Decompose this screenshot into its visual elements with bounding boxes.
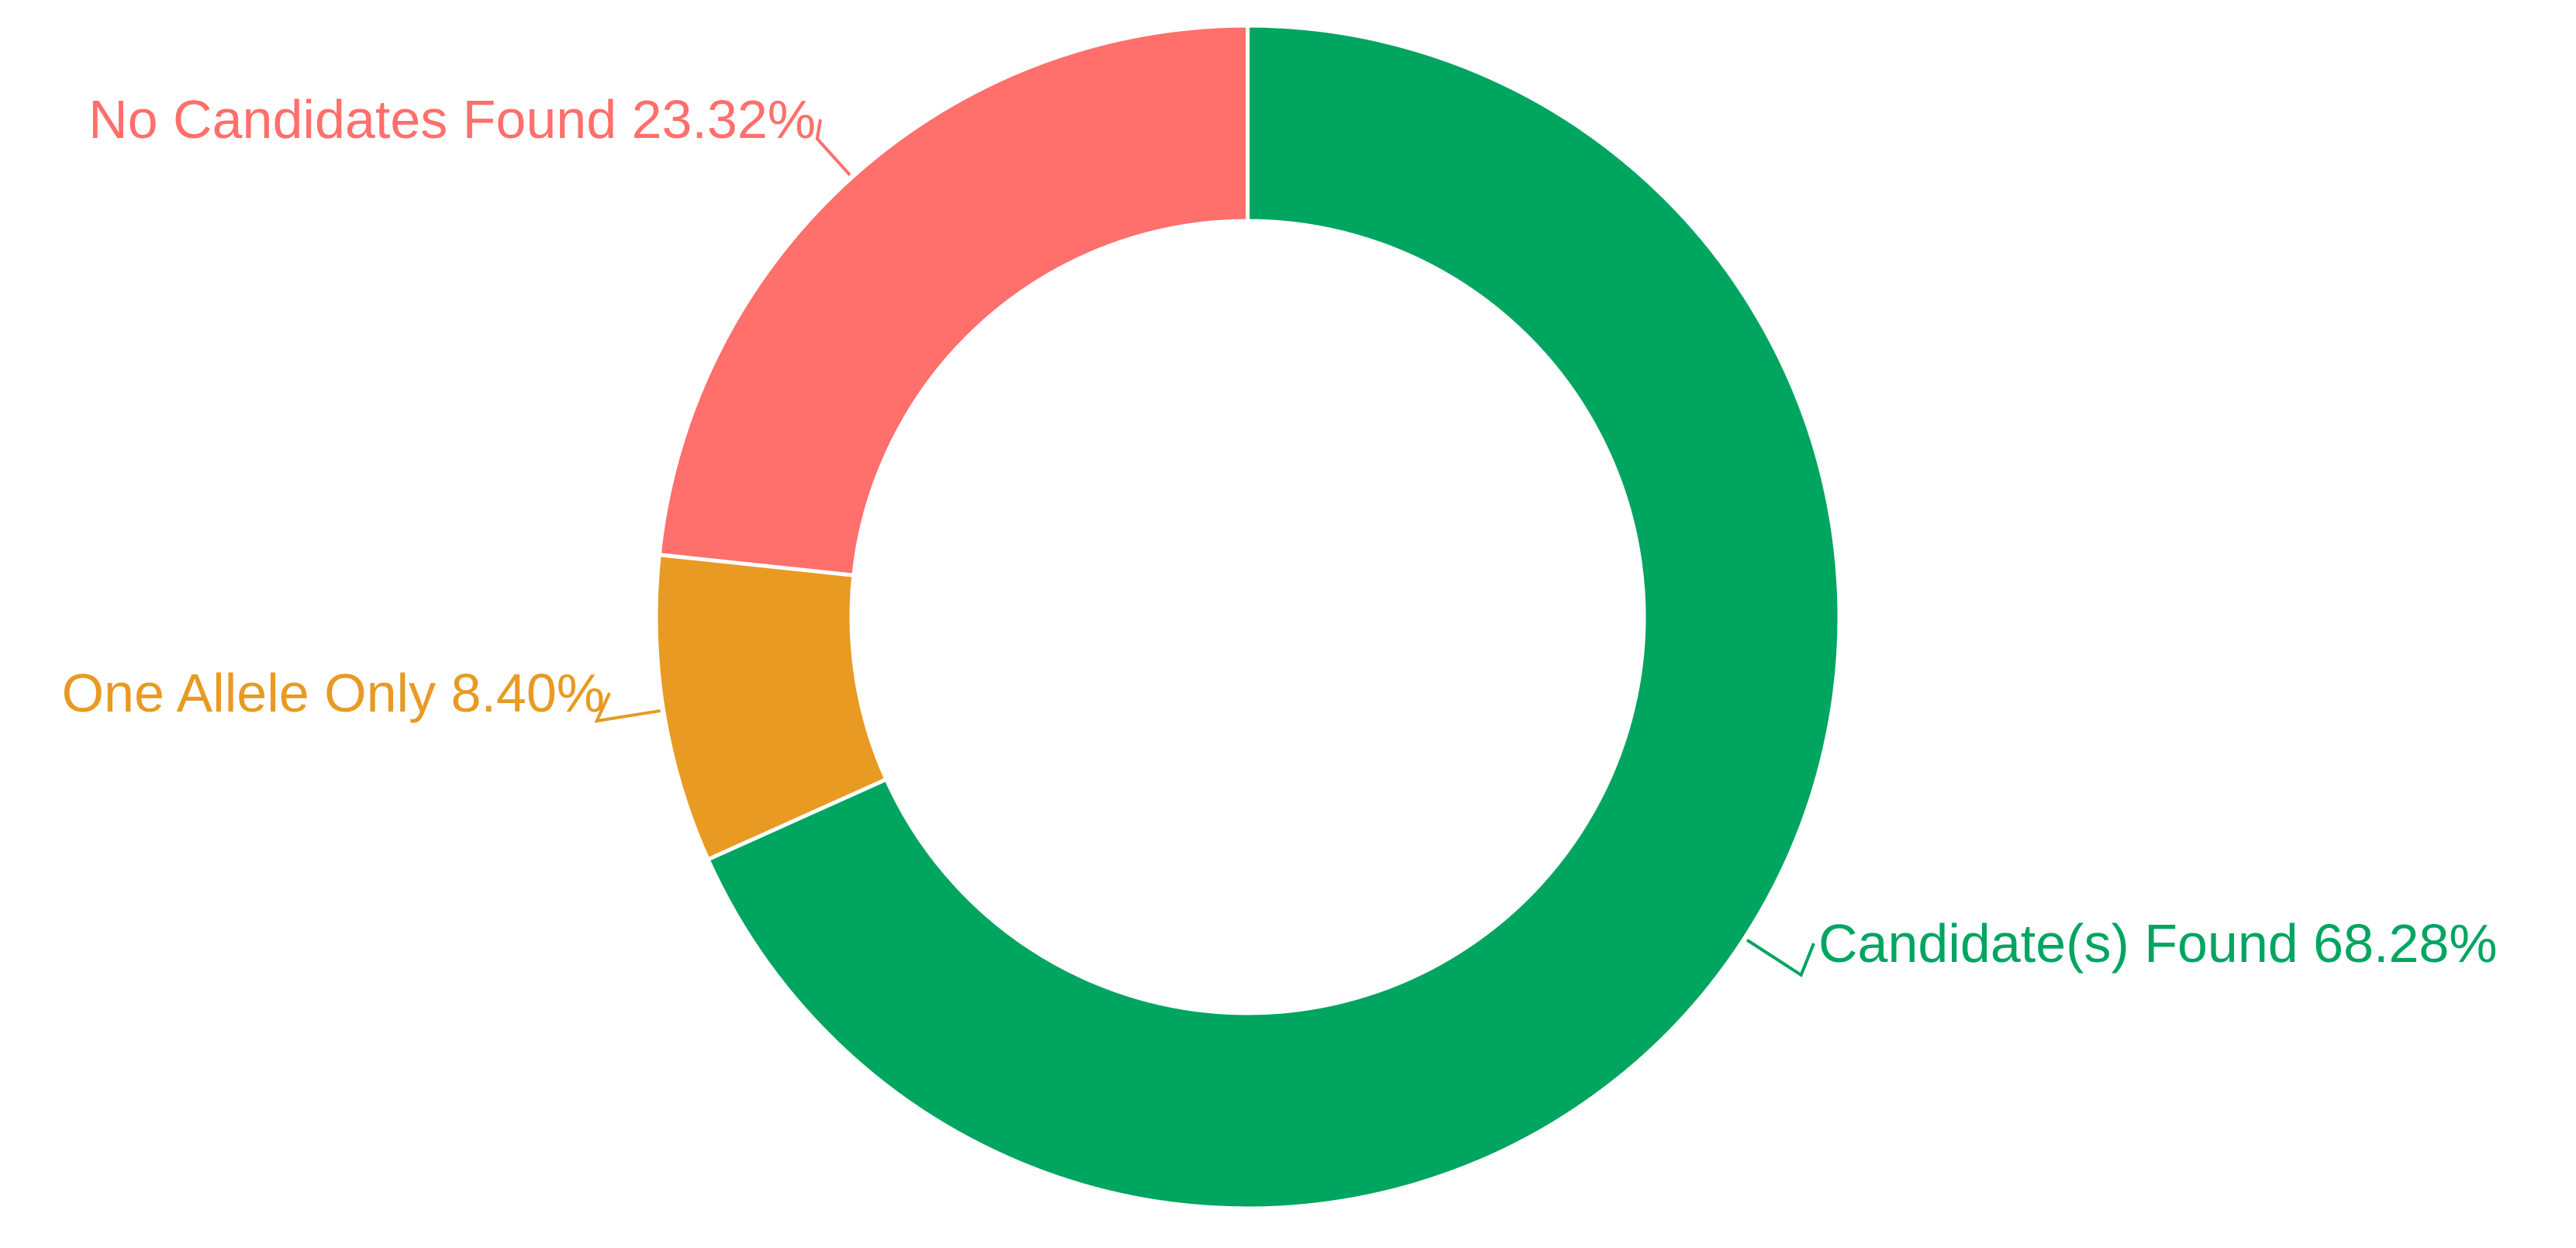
label-candidate-s-found: Candidate(s) Found 68.28%: [1818, 913, 2498, 974]
donut-slices: [654, 23, 1842, 1211]
leader-line-no-candidates-found: [815, 119, 851, 177]
slice-no-candidates-found: [657, 23, 1250, 577]
label-value-candidate-s-found: 68.28%: [2298, 913, 2498, 974]
label-name-one-allele-only: One Allele Only: [62, 663, 436, 723]
label-one-allele-only: One Allele Only 8.40%: [62, 663, 605, 723]
label-name-no-candidates-found: No Candidates Found: [88, 89, 616, 150]
slice-candidate-s-found: [705, 23, 1842, 1211]
slice-labels: Candidate(s) Found 68.28% One Allele Only…: [62, 89, 2498, 974]
label-value-one-allele-only: 8.40%: [436, 663, 605, 723]
leader-line-candidate-s-found: [1746, 938, 1815, 977]
label-name-candidate-s-found: Candidate(s) Found: [1818, 913, 2298, 974]
label-leader-lines: [594, 119, 1815, 977]
label-no-candidates-found: No Candidates Found 23.32%: [88, 89, 816, 150]
leader-line-one-allele-only: [594, 692, 661, 723]
label-value-no-candidates-found: 23.32%: [616, 89, 816, 150]
